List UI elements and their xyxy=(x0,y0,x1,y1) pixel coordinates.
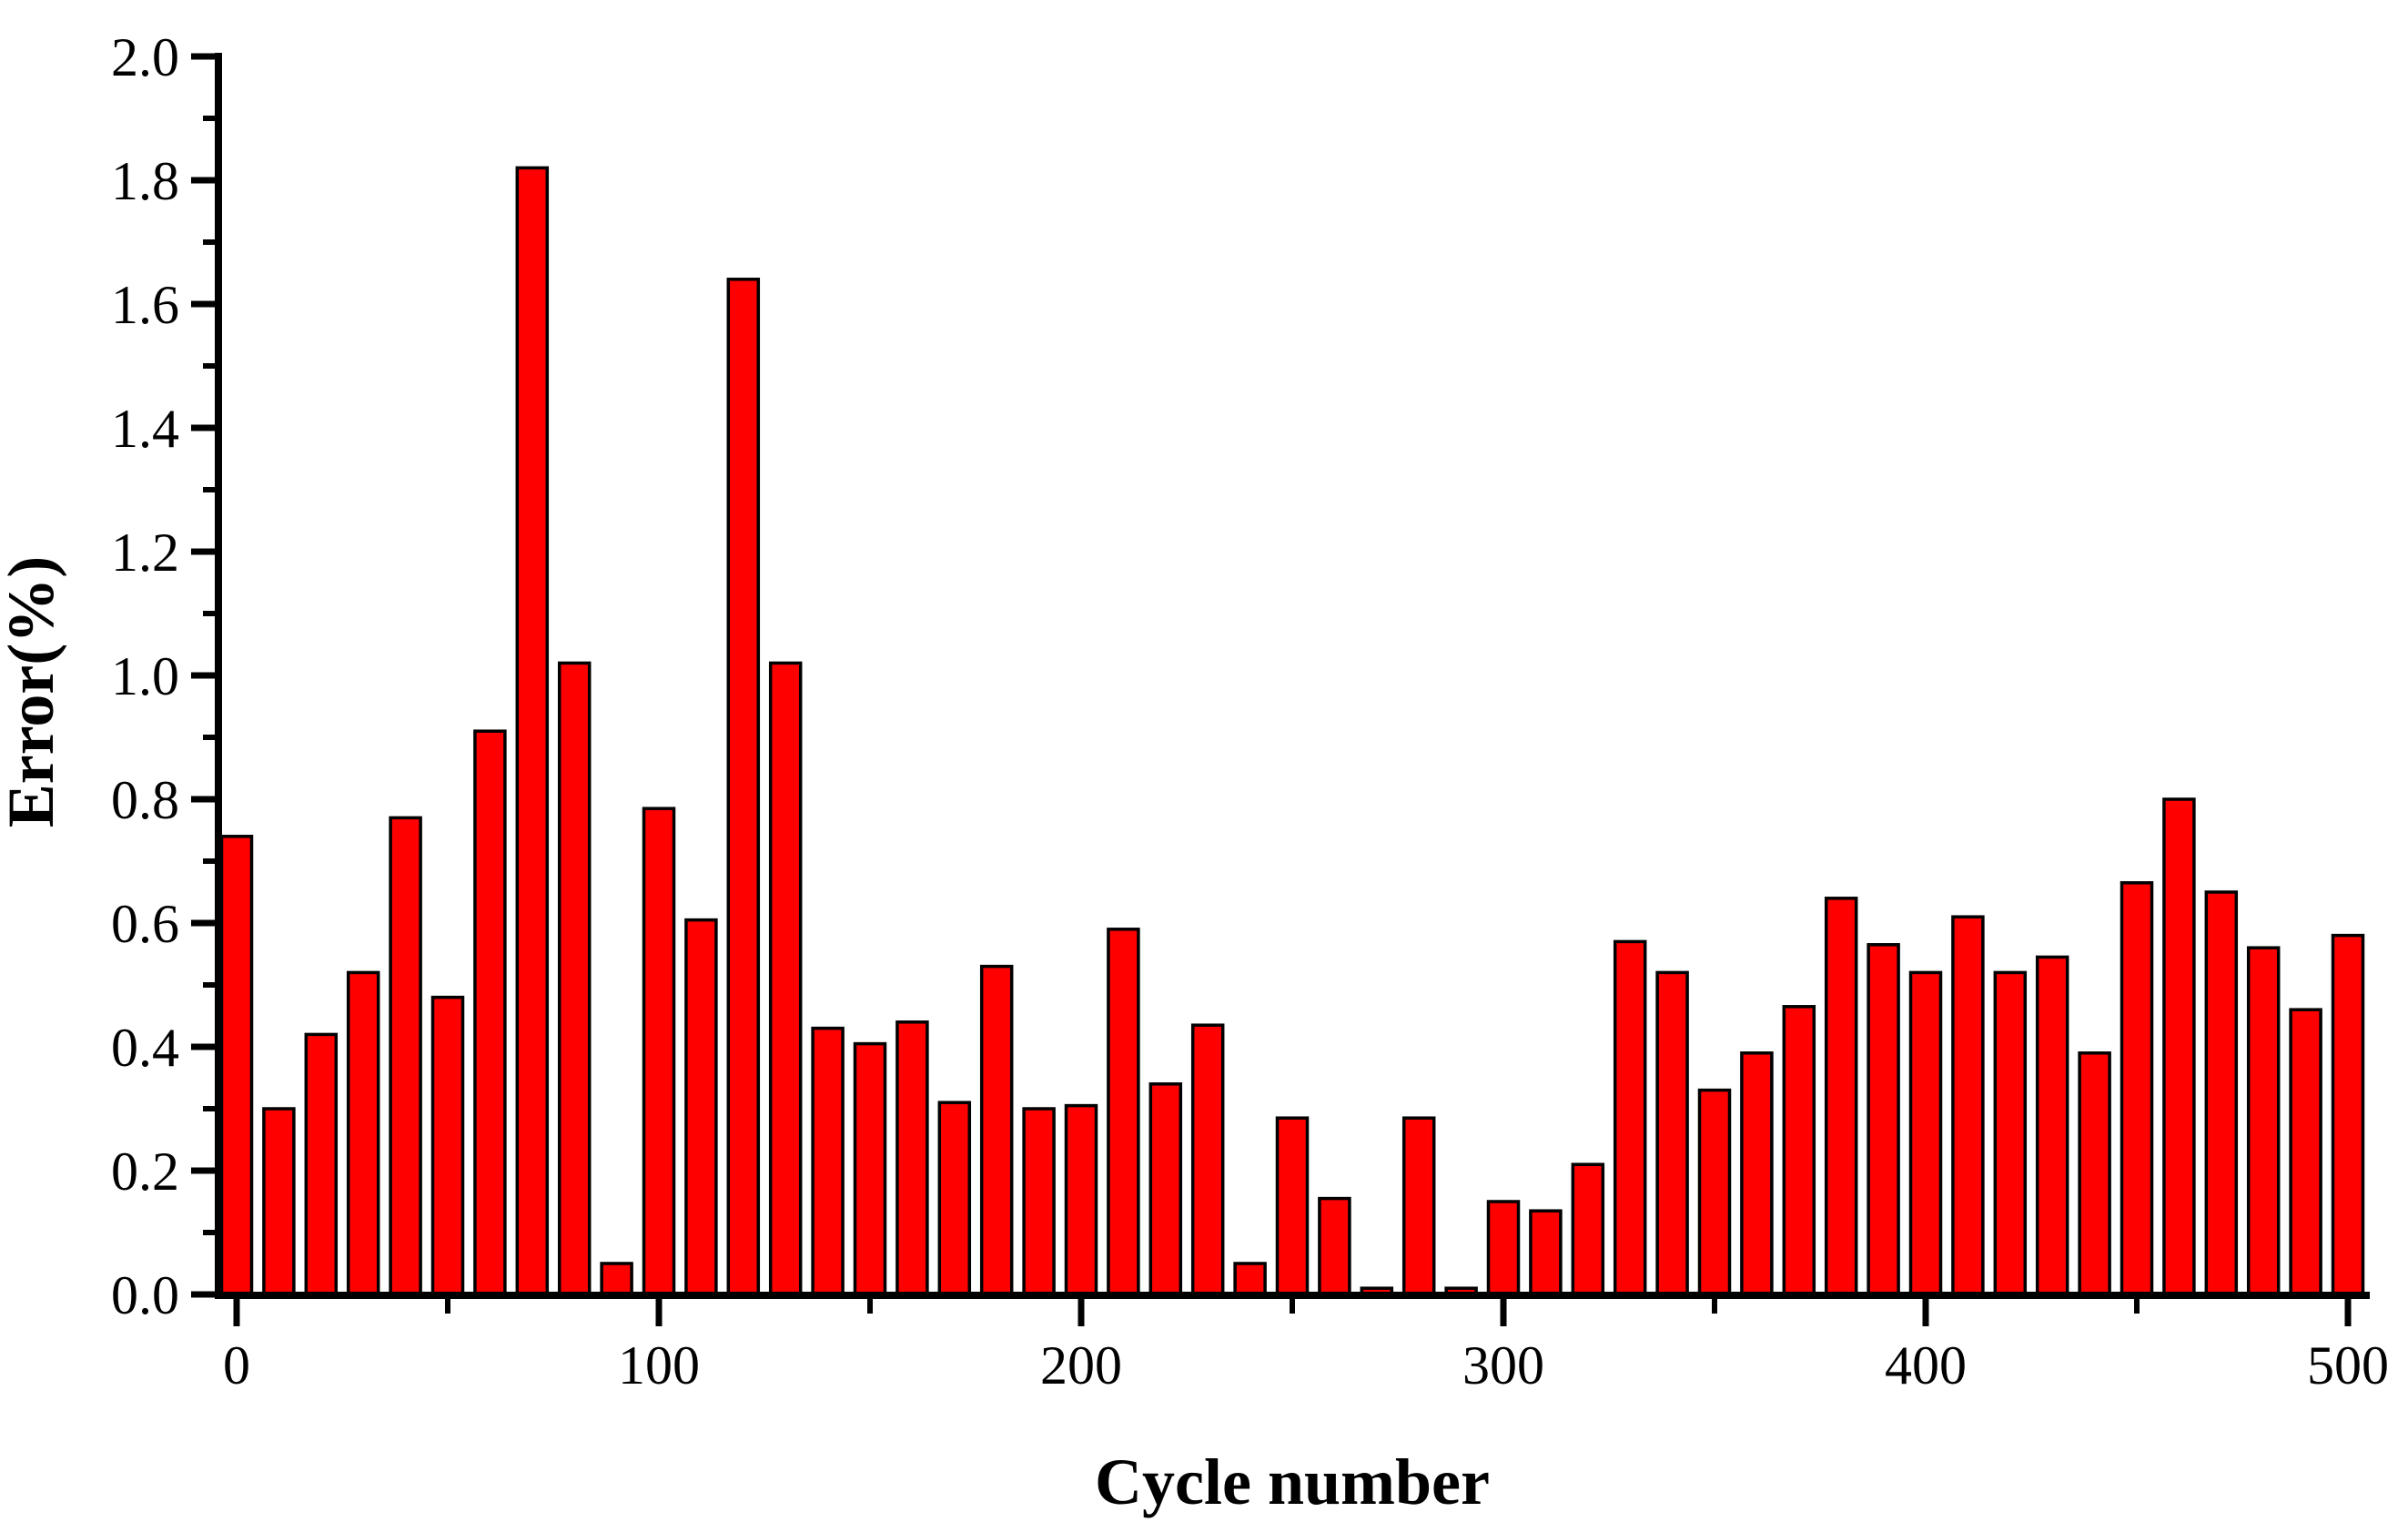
bar xyxy=(1064,1103,1098,1296)
y-tick-label: 0.2 xyxy=(111,1142,179,1202)
y-tick-label: 0.0 xyxy=(111,1265,179,1325)
bar xyxy=(1318,1196,1351,1296)
bar xyxy=(600,1262,633,1296)
bar xyxy=(853,1041,887,1296)
bar xyxy=(262,1107,296,1296)
bar xyxy=(642,807,676,1296)
bar xyxy=(219,835,254,1296)
bar xyxy=(1233,1262,1267,1296)
bar xyxy=(2204,890,2239,1296)
bar xyxy=(2120,881,2154,1296)
x-tick-label: 300 xyxy=(1462,1335,1544,1395)
y-tick-label: 1.2 xyxy=(111,523,179,583)
bar xyxy=(2289,1008,2322,1296)
bar xyxy=(1993,970,2028,1296)
bar xyxy=(684,918,718,1296)
bar xyxy=(1740,1051,1774,1296)
bar xyxy=(1824,897,1858,1296)
bar xyxy=(811,1026,845,1296)
y-axis-title: Error(%) xyxy=(0,556,67,828)
bar xyxy=(2035,955,2069,1296)
bar xyxy=(768,661,803,1296)
bar xyxy=(2246,946,2281,1296)
bar xyxy=(2078,1051,2111,1296)
bar xyxy=(1908,970,1943,1296)
bar xyxy=(1697,1088,1732,1296)
y-tick-label: 2.0 xyxy=(111,27,179,87)
bar xyxy=(1655,970,1689,1296)
bar xyxy=(1529,1209,1563,1296)
tick-labels-layer: 0.0 0.2 0.4 0.6 0.8 1.0 1.2 1.4 1.6 1.8 2.0 0 100 200… xyxy=(111,27,2389,1395)
y-tick-label: 1.0 xyxy=(111,646,179,706)
x-axis-title: Cycle number xyxy=(1095,1446,1490,1518)
bar xyxy=(726,278,761,1296)
x-tick-label: 100 xyxy=(618,1335,700,1395)
bar xyxy=(346,970,380,1296)
bar xyxy=(430,995,465,1296)
bar xyxy=(1107,928,1140,1296)
bar xyxy=(1148,1082,1183,1296)
bar xyxy=(1401,1116,1436,1296)
bar xyxy=(895,1020,929,1296)
y-tick-label: 1.8 xyxy=(111,151,179,211)
bar xyxy=(1613,939,1647,1296)
y-tick-label: 0.8 xyxy=(111,770,179,830)
bar xyxy=(1782,1005,1816,1296)
x-tick-label: 200 xyxy=(1040,1335,1122,1395)
bar xyxy=(1571,1162,1605,1296)
bar xyxy=(515,166,550,1296)
bars-layer xyxy=(219,166,2365,1296)
x-tick-label: 400 xyxy=(1885,1335,1967,1395)
bar xyxy=(1275,1116,1310,1296)
bar xyxy=(1951,915,1985,1296)
bar xyxy=(389,816,422,1296)
bar xyxy=(1486,1200,1521,1296)
bar xyxy=(2162,797,2196,1296)
bar xyxy=(304,1032,339,1296)
bar xyxy=(1867,943,1900,1296)
bar xyxy=(1190,1023,1225,1296)
bar xyxy=(937,1101,972,1296)
bar xyxy=(557,661,592,1296)
bar xyxy=(1022,1107,1056,1296)
x-tick-label: 500 xyxy=(2307,1335,2389,1395)
bar xyxy=(2331,933,2365,1296)
y-tick-label: 0.6 xyxy=(111,894,179,954)
y-tick-label: 1.6 xyxy=(111,275,179,335)
y-tick-label: 1.4 xyxy=(111,399,179,459)
y-tick-label: 0.4 xyxy=(111,1018,179,1078)
bar xyxy=(979,964,1014,1296)
bar xyxy=(473,729,507,1296)
x-tick-label: 0 xyxy=(223,1335,250,1395)
